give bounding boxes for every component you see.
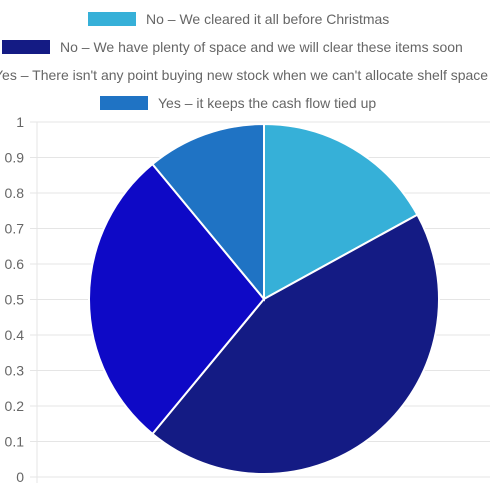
legend-item-2[interactable]: Yes – There isn't any point buying new s… [0,64,488,86]
legend-label-1: No – We have plenty of space and we will… [60,39,463,55]
legend-label-0: No – We cleared it all before Christmas [146,11,390,27]
legend-label-3: Yes – it keeps the cash flow tied up [158,95,377,111]
y-tick-label-0: 0 [16,469,24,485]
legend-item-3[interactable]: Yes – it keeps the cash flow tied up [100,92,376,114]
legend-swatch-3 [100,96,148,110]
y-tick-label-3: 0.3 [5,363,25,379]
legend-item-1[interactable]: No – We have plenty of space and we will… [2,36,463,58]
legend-swatch-0 [88,12,136,26]
pie-slices [87,122,440,475]
legend-item-0[interactable]: No – We cleared it all before Christmas [88,8,389,30]
y-tick-label-6: 0.6 [5,256,25,272]
y-tick-label-7: 0.7 [5,221,25,237]
y-axis: 0 0.1 0.2 0.3 0.4 0.5 0.6 0.7 0.8 0.9 1 [5,114,38,485]
pie-slice-2[interactable] [87,162,266,436]
y-tick-label-4: 0.4 [5,327,25,343]
pie-slice-0[interactable] [263,122,419,301]
legend-label-2: Yes – There isn't any point buying new s… [0,67,489,83]
legend-swatch-1 [2,40,50,54]
y-tick-label-10: 1 [16,114,24,130]
y-tick-label-8: 0.8 [5,185,25,201]
chart-legend: No – We cleared it all before Christmas … [0,6,490,118]
y-tick-label-9: 0.9 [5,150,25,166]
pie-slice-1[interactable] [151,213,440,475]
y-tick-label-5: 0.5 [5,292,25,308]
y-tick-label-1: 0.1 [5,434,25,450]
y-tick-label-2: 0.2 [5,398,25,414]
pie-slice-3[interactable] [151,122,265,302]
